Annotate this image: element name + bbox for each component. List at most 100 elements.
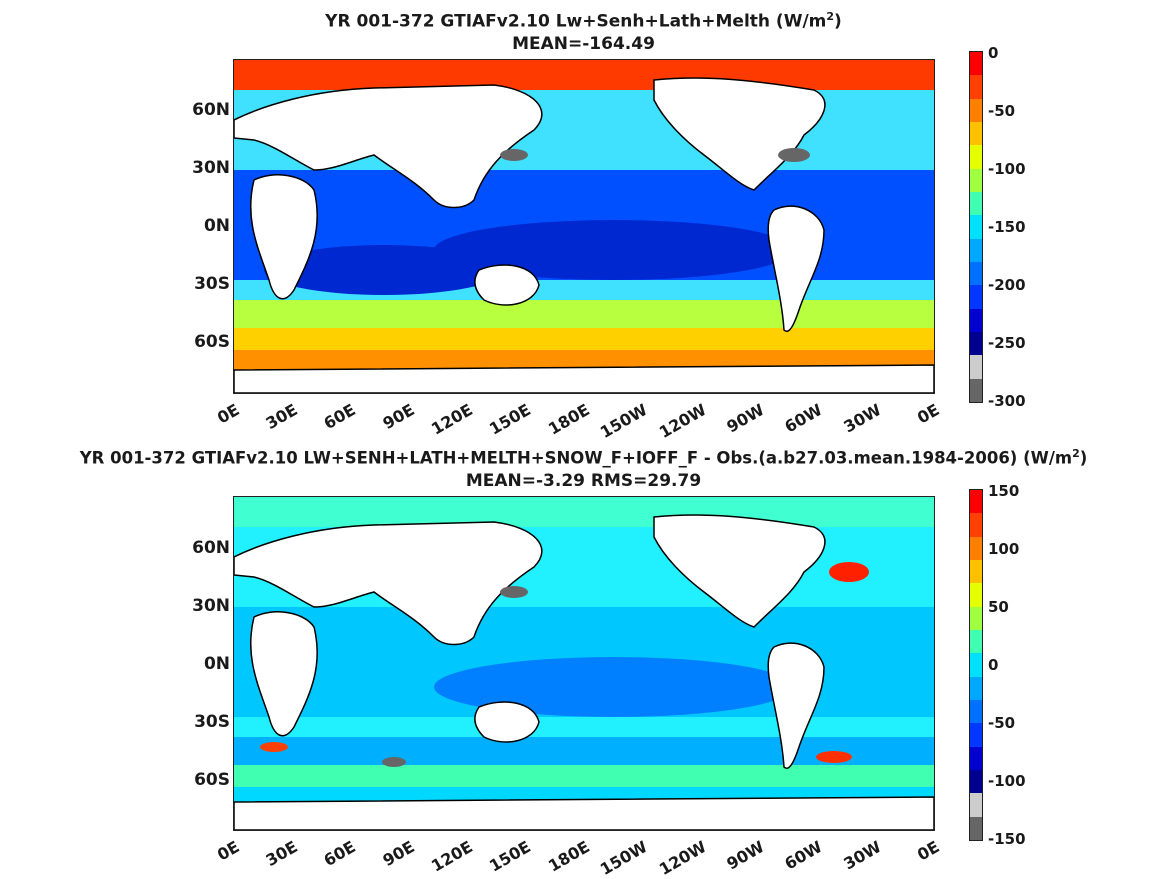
- colorbar-segment: [970, 121, 982, 146]
- eurasia-landmass: [234, 521, 543, 646]
- colorbar-segment: [970, 769, 982, 794]
- panel1-colorbar: [969, 51, 983, 403]
- lon-label: 180E: [544, 400, 593, 439]
- south-america-landmass: [767, 205, 825, 332]
- panel2-title-text: YR 001-372 GTIAFv2.10 LW+SENH+LATH+MELTH…: [79, 448, 1073, 468]
- ocean-arctic: [234, 497, 934, 527]
- lon-label: 30E: [262, 837, 301, 871]
- colorbar-segment: [970, 513, 982, 537]
- colorbar-label: 0: [988, 656, 999, 674]
- colorbar-segment: [970, 308, 982, 332]
- lon-label: 90W: [723, 400, 768, 437]
- colorbar-segment: [970, 52, 982, 76]
- lon-label: 0E: [913, 837, 943, 865]
- panel1-title-sup: 2: [826, 10, 835, 23]
- colorbar-segment: [970, 98, 982, 122]
- lat-label: 60N: [192, 538, 230, 558]
- colorbar-segment: [970, 583, 982, 607]
- lon-label: 120W: [655, 837, 710, 879]
- gulf-stream-hotspot: [829, 562, 869, 582]
- ocean-arctic: [234, 60, 934, 90]
- colorbar-segment: [970, 75, 982, 99]
- lon-label: 60E: [320, 400, 360, 434]
- colorbar-segment: [970, 285, 982, 309]
- ocean-deep-band: [434, 220, 794, 280]
- lon-label: 30E: [262, 400, 301, 434]
- colorbar-label: 100: [988, 540, 1020, 558]
- colorbar-label: -100: [988, 160, 1026, 178]
- panel2-map-svg: [234, 497, 934, 830]
- colorbar-segment: [970, 629, 982, 654]
- lat-label: 60N: [192, 100, 230, 120]
- colorbar-segment: [970, 355, 982, 379]
- panel2-title-close: ): [1079, 448, 1088, 468]
- lon-label: 180E: [544, 837, 593, 876]
- lon-label: 0E: [213, 400, 243, 428]
- colorbar-segment: [970, 145, 982, 169]
- colorbar-label: 0: [988, 44, 999, 62]
- colorbar-segment: [970, 746, 982, 770]
- colorbar-label: 150: [988, 482, 1020, 500]
- australia-landmass: [474, 701, 540, 743]
- agulhas-hotspot: [260, 742, 288, 752]
- lon-label: 150E: [486, 837, 535, 876]
- lon-label: 30W: [840, 837, 885, 874]
- colorbar-segment: [970, 559, 982, 584]
- lon-label: 90E: [379, 400, 418, 434]
- colorbar-segment: [970, 378, 982, 402]
- colorbar-label: -250: [988, 334, 1026, 352]
- africa-landmass: [250, 611, 318, 737]
- colorbar-label: -150: [988, 830, 1026, 848]
- lon-label: 0E: [213, 837, 243, 865]
- ocean-deep-band: [434, 657, 794, 717]
- lat-label: 60S: [194, 332, 230, 352]
- colorbar-label: 50: [988, 598, 1009, 616]
- colorbar-segment: [970, 191, 982, 216]
- panel1-map-svg: [234, 60, 934, 393]
- panel2-title: YR 001-372 GTIAFv2.10 LW+SENH+LATH+MELTH…: [0, 443, 1167, 470]
- lat-label: 30S: [194, 712, 230, 732]
- lon-label: 60W: [781, 400, 826, 437]
- lat-label: 0N: [203, 216, 230, 236]
- colorbar-label: -150: [988, 218, 1026, 236]
- colorbar-segment: [970, 816, 982, 840]
- colorbar-segment: [970, 261, 982, 286]
- colorbar-label: -200: [988, 276, 1026, 294]
- australia-landmass: [474, 264, 540, 306]
- malvinas-hotspot: [816, 751, 852, 763]
- lon-label: 150W: [597, 837, 651, 879]
- lon-label: 120E: [427, 400, 476, 439]
- panel2-colorbar: [969, 489, 983, 841]
- lat-label: 30S: [194, 274, 230, 294]
- north-america-landmass: [653, 514, 826, 628]
- lake-feature: [382, 757, 406, 767]
- panel1-title: YR 001-372 GTIAFv2.10 Lw+Senh+Lath+Melth…: [0, 6, 1167, 33]
- colorbar-segment: [970, 606, 982, 630]
- africa-landmass: [250, 174, 318, 300]
- colorbar-label: -50: [988, 714, 1016, 732]
- colorbar-label: -300: [988, 392, 1026, 410]
- colorbar-segment: [970, 331, 982, 356]
- colorbar-segment: [970, 793, 982, 817]
- antarctica-landmass: [234, 796, 934, 830]
- lon-label: 90W: [723, 837, 768, 874]
- lon-label: 0E: [913, 400, 943, 428]
- colorbar-segment: [970, 653, 982, 677]
- lon-label: 90E: [379, 837, 418, 871]
- colorbar-label: -100: [988, 772, 1026, 790]
- colorbar-segment: [970, 699, 982, 724]
- lake-feature: [500, 586, 528, 598]
- lake-feature: [778, 148, 810, 162]
- colorbar-segment: [970, 536, 982, 560]
- panel1-title-text: YR 001-372 GTIAFv2.10 Lw+Senh+Lath+Melth…: [325, 11, 827, 32]
- colorbar-segment: [970, 676, 982, 700]
- lake-feature: [500, 149, 528, 161]
- panel2-subtitle: MEAN=-3.29 RMS=29.79: [465, 471, 702, 491]
- lat-label: 30N: [192, 596, 230, 616]
- lon-label: 120W: [655, 400, 710, 442]
- colorbar-segment: [970, 168, 982, 192]
- lon-label: 150E: [486, 400, 535, 439]
- panel2-title-sup: 2: [1072, 447, 1080, 460]
- lon-label: 60E: [320, 837, 360, 871]
- colorbar-segment: [970, 723, 982, 747]
